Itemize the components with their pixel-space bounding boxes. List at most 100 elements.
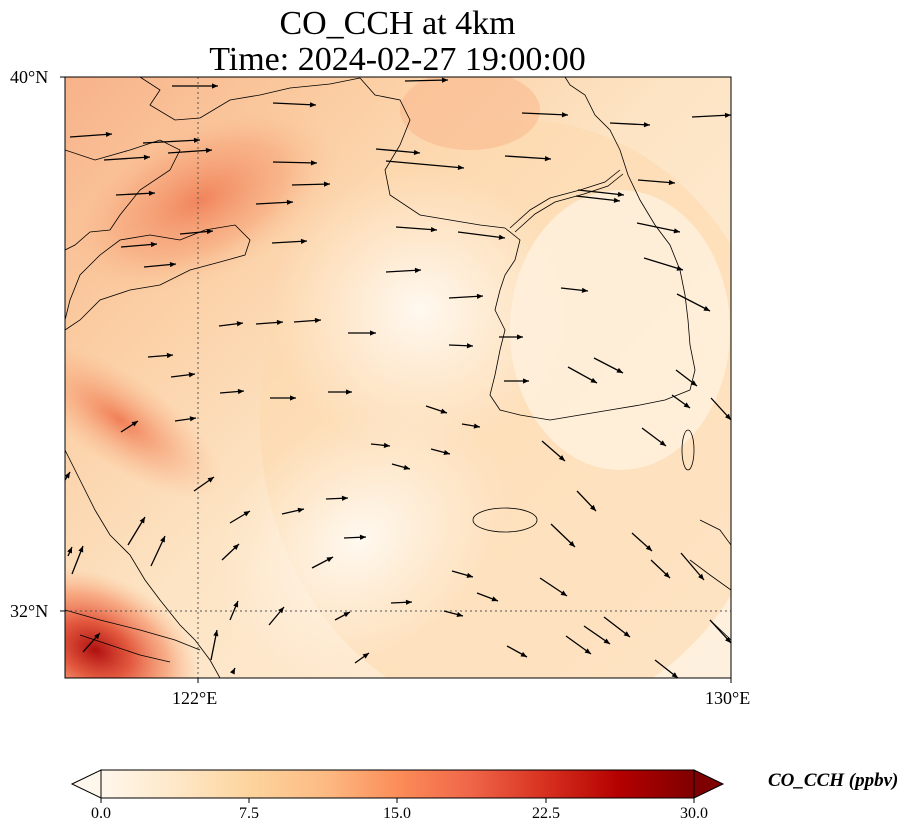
field-pale-korea [510, 190, 730, 470]
wind-vector-head [188, 372, 195, 378]
wind-vector-head [517, 334, 523, 340]
wind-vector-head [236, 321, 243, 327]
wind-vector-head [683, 402, 690, 408]
wind-vector-head [148, 190, 155, 196]
coastline-shandong [65, 224, 251, 331]
wind-vector-head [160, 536, 165, 543]
wind-vector-head [370, 330, 376, 336]
wind-vector-head [189, 416, 196, 422]
wind-vector-head [603, 638, 610, 644]
wind-vector-head [703, 305, 710, 311]
wind-vector-head [698, 573, 704, 580]
wind-vector-head [558, 455, 565, 461]
wind-vector-head [623, 631, 630, 637]
coastlines [65, 77, 731, 678]
wind-vector-shaft [272, 161, 318, 164]
wind-vector-head [663, 571, 670, 578]
wind-vector-head [466, 343, 473, 349]
wind-vector-head [443, 449, 450, 455]
wind-vector-head [645, 545, 652, 551]
wind-vector-shaft [115, 192, 156, 196]
coastline-korea-east [564, 77, 696, 391]
wind-vector-head [590, 377, 597, 383]
wind-vector-head [643, 122, 650, 128]
wind-vector-head [297, 507, 304, 513]
colorbar-extend-low [70, 769, 102, 799]
wind-vector-head [671, 672, 678, 678]
wind-vector-head [193, 137, 200, 143]
wind-vector-shaft [375, 148, 421, 154]
map-title-line1: CO_CCH at 4km [279, 5, 516, 42]
field-plume-south [65, 567, 200, 678]
colorbar-unit-label: CO_CCH (ppbv) [768, 770, 899, 791]
wind-vector-head [414, 267, 421, 273]
wind-vector-shaft [643, 257, 684, 271]
wind-vectors [65, 77, 731, 678]
lat-label-40: 40°N [10, 67, 49, 87]
wind-vector-head [309, 102, 316, 108]
field-plume-west [65, 341, 222, 499]
wind-vector-head [589, 504, 596, 511]
wind-vector-shaft [291, 183, 331, 186]
wind-vector-shaft [691, 114, 731, 118]
wind-vector-shaft [521, 112, 569, 116]
wind-vector-head [405, 599, 412, 605]
wind-vector-head [568, 540, 575, 547]
colorbar-label-4: 30.0 [680, 805, 708, 822]
wind-vector-head [341, 495, 348, 501]
gridlines [65, 77, 731, 678]
wind-vector-head [323, 181, 330, 187]
wind-vector-head [278, 607, 284, 614]
wind-vector-head [491, 596, 498, 602]
wind-vector-head [65, 472, 70, 479]
colorbar-label-2: 15.0 [383, 805, 411, 822]
wind-vector-head [326, 557, 333, 563]
colorbar-label-3: 22.5 [532, 805, 560, 822]
wind-vector-head [233, 601, 239, 608]
wind-vector-head [403, 464, 410, 470]
island-tsushima [681, 429, 695, 471]
wind-vector-shaft [457, 231, 506, 239]
concentration-field [65, 77, 731, 678]
wind-vector-head [659, 440, 666, 446]
colorbar-label-1: 7.5 [239, 805, 259, 822]
coastline-korea-west [489, 227, 691, 421]
wind-vector-shaft [272, 102, 317, 106]
field-pale-channel [211, 405, 509, 675]
wind-vector-head [476, 293, 483, 299]
wind-vector-shaft [103, 156, 151, 161]
lat-label-32: 32°N [10, 601, 49, 621]
wind-vector-head [616, 367, 623, 373]
wind-vector-head [343, 612, 350, 618]
wind-vector-head [581, 287, 588, 293]
wind-vector-head [105, 131, 112, 138]
wind-vector-head [362, 653, 369, 659]
field-pale-center [270, 170, 570, 450]
wind-vector-shaft [385, 160, 465, 169]
wind-vector-shaft [637, 179, 676, 184]
colorbar-extend-high [693, 769, 725, 799]
wind-vector-head [690, 380, 697, 386]
wind-vector-head [560, 590, 567, 596]
lon-label-122: 122°E [172, 688, 218, 708]
wind-vector-shaft [395, 226, 438, 231]
wind-vector-head [300, 238, 307, 244]
coastline-korea-north-border [509, 169, 621, 229]
wind-vector-head [523, 378, 529, 384]
wind-vector-head [243, 511, 250, 517]
wind-vector-head [78, 546, 84, 553]
wind-vector-shaft [69, 133, 113, 138]
wind-vector-head [544, 156, 551, 162]
wind-vector-head [440, 408, 447, 414]
wind-vector-head [457, 164, 464, 171]
wind-vector-head [617, 191, 624, 197]
wind-vector-shaft [636, 222, 681, 233]
wind-vector-head [232, 544, 239, 551]
wind-vector-head [498, 234, 505, 240]
coastline-yangtze-b [79, 634, 171, 663]
wind-vector-head [613, 197, 620, 203]
wind-vector-shaft [404, 79, 449, 82]
wind-vector-shaft [142, 139, 201, 144]
wind-vector-head [150, 241, 157, 248]
